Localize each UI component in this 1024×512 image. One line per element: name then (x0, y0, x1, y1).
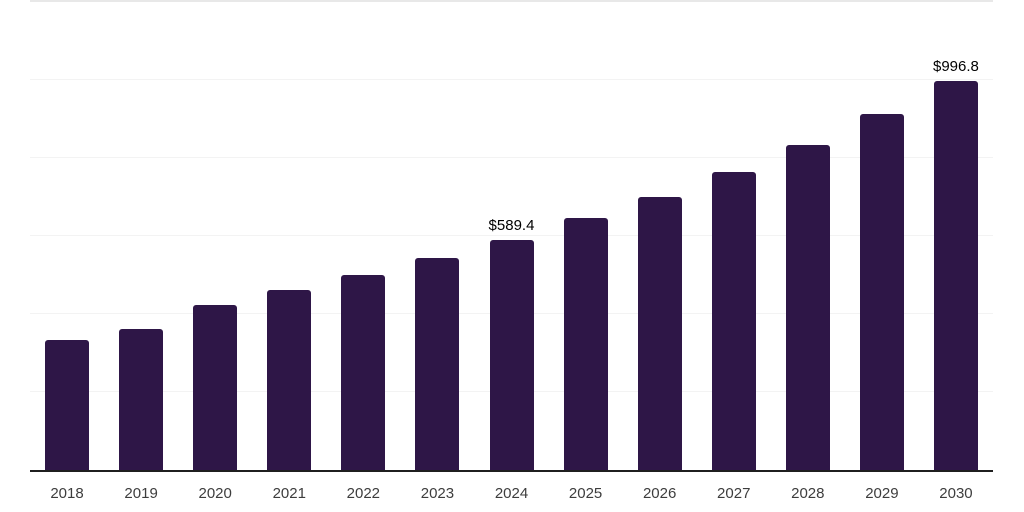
x-axis-label-2028: 2028 (791, 485, 825, 502)
x-axis-label-2030: 2030 (939, 485, 973, 502)
bar-2018 (45, 340, 90, 470)
bar-2027 (711, 172, 756, 470)
bar-2019 (119, 329, 164, 470)
bar-2020 (193, 305, 238, 470)
gridline (30, 157, 993, 158)
bar-2028 (785, 145, 830, 470)
x-axis-label-2022: 2022 (346, 485, 381, 502)
x-axis-label-2024: 2024 (494, 485, 529, 502)
bar-2022 (341, 275, 386, 470)
x-axis-label-2026: 2026 (642, 485, 677, 502)
gridline (30, 235, 993, 236)
bar-2025 (563, 218, 608, 470)
gridline (30, 0, 993, 2)
x-axis-label-2020: 2020 (198, 485, 232, 502)
bar-2021 (267, 289, 312, 470)
value-label-2030: $996.8 (933, 58, 979, 76)
x-axis-label-2023: 2023 (420, 485, 455, 502)
x-axis-label-2027: 2027 (717, 485, 751, 502)
x-axis-label-2029: 2029 (865, 485, 899, 502)
gridline (30, 79, 993, 80)
x-axis-label-2021: 2021 (272, 485, 306, 502)
bar-2029 (859, 113, 904, 470)
bar-2030 (933, 81, 978, 470)
x-axis-label-2025: 2025 (568, 485, 603, 502)
value-label-2024: $589.4 (488, 217, 535, 235)
bar-2024 (489, 240, 534, 470)
plot-area: $589.4 $996.8 (30, 0, 993, 472)
x-axis-label-2019: 2019 (124, 485, 158, 502)
x-axis-label-2018: 2018 (50, 485, 84, 502)
bar-2026 (637, 197, 682, 470)
x-axis: 2018 2019 2020 2021 2022 2023 2024 2025 2026 2027… (30, 482, 993, 506)
bar-2023 (415, 257, 460, 470)
